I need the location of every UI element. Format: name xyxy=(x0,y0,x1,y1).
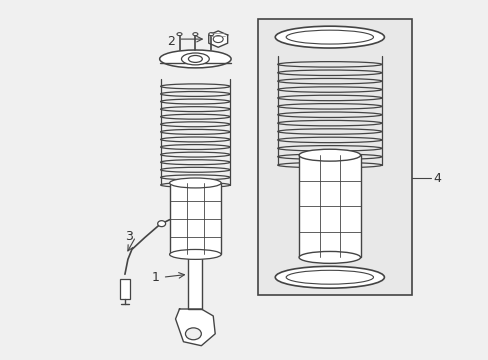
Polygon shape xyxy=(175,309,215,346)
Ellipse shape xyxy=(275,26,384,48)
Ellipse shape xyxy=(177,33,182,36)
Ellipse shape xyxy=(157,221,165,227)
Bar xyxy=(169,183,221,255)
Text: 3: 3 xyxy=(125,230,133,243)
Text: 1: 1 xyxy=(151,271,159,284)
Ellipse shape xyxy=(169,178,221,188)
Ellipse shape xyxy=(160,50,231,68)
Ellipse shape xyxy=(285,270,373,284)
Polygon shape xyxy=(208,31,227,47)
Ellipse shape xyxy=(192,33,198,36)
Ellipse shape xyxy=(213,36,223,42)
Bar xyxy=(188,255,202,309)
Ellipse shape xyxy=(185,328,201,340)
Text: 4: 4 xyxy=(433,171,441,185)
Ellipse shape xyxy=(208,33,213,36)
Bar xyxy=(120,279,130,299)
Ellipse shape xyxy=(181,53,209,65)
Ellipse shape xyxy=(299,149,360,161)
Ellipse shape xyxy=(188,55,202,62)
Bar xyxy=(257,19,411,295)
Ellipse shape xyxy=(285,30,373,44)
Ellipse shape xyxy=(275,266,384,288)
Text: 2: 2 xyxy=(166,35,174,48)
Bar xyxy=(299,155,360,257)
Ellipse shape xyxy=(299,251,360,264)
Ellipse shape xyxy=(169,249,221,260)
